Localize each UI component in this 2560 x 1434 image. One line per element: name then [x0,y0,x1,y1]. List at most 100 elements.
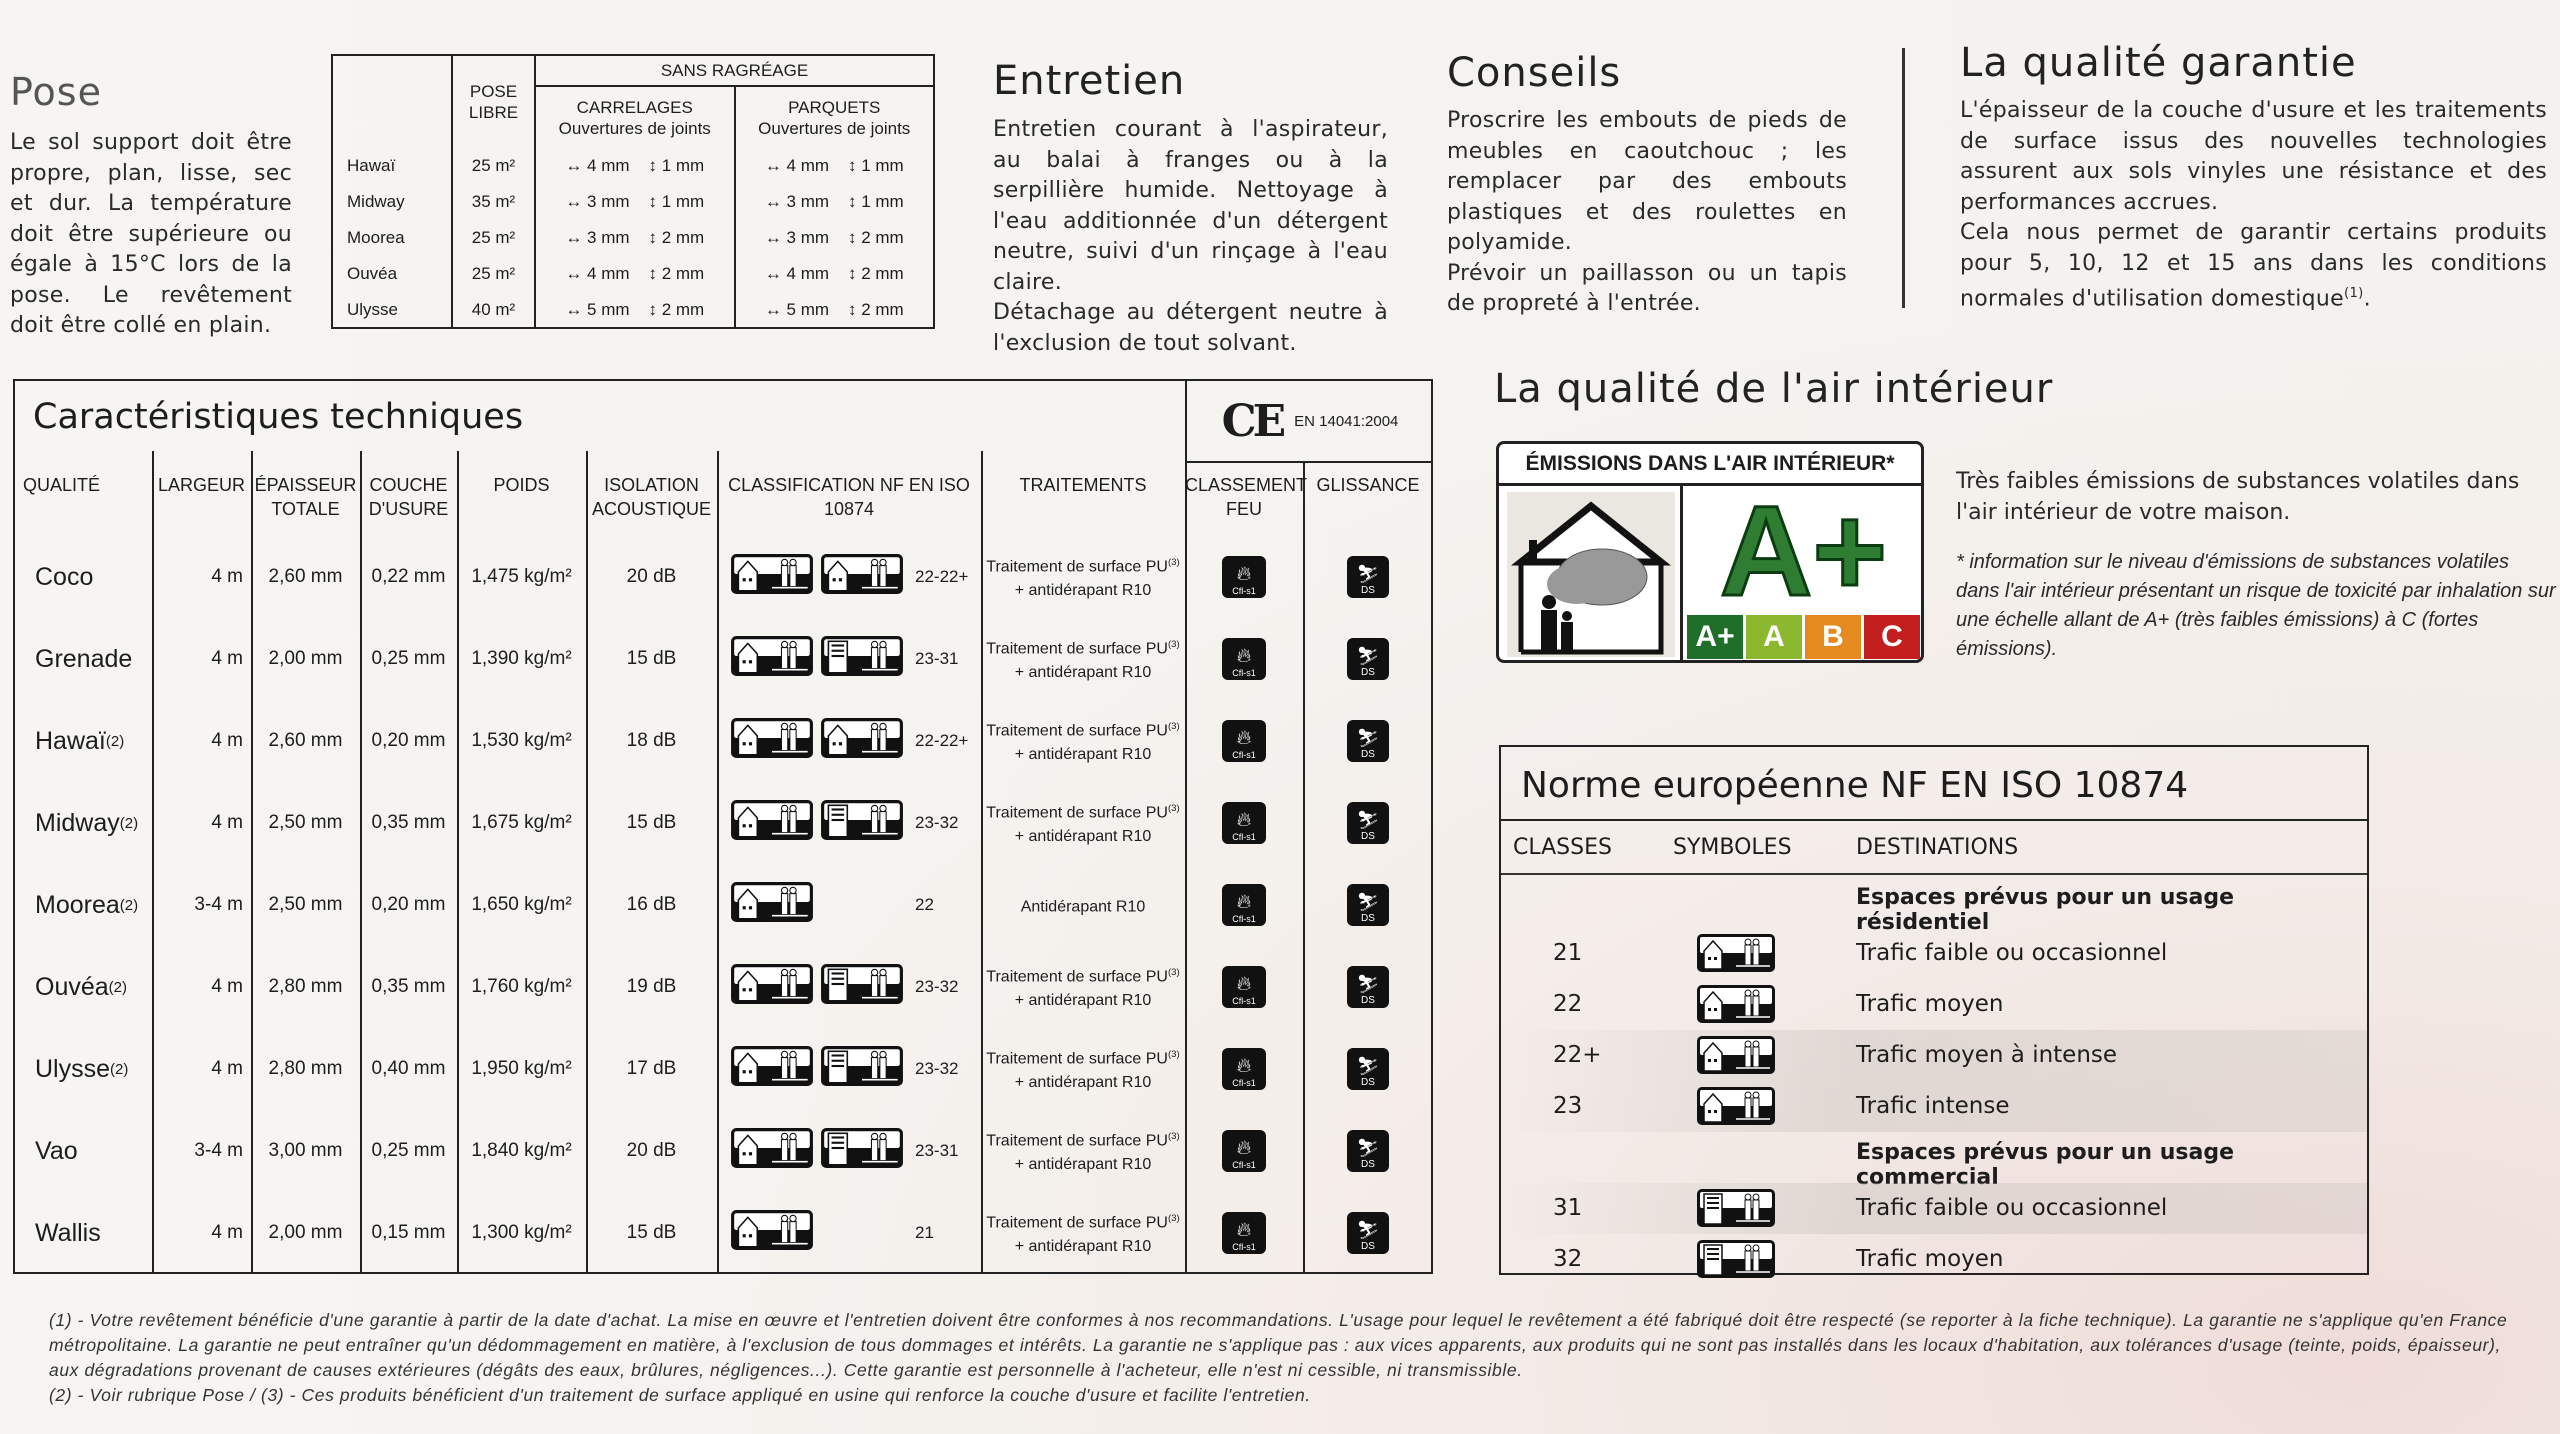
fire-rating-icon: 🔥︎ Cfl-s1 [1222,966,1266,1008]
pose-libre-header: POSE LIBRE [451,55,535,148]
column-header: LARGEUR [157,475,246,495]
vertical-arrow-icon: ↕ [847,299,857,319]
norme-section: Espaces prévus pour un usage résidentiel [1856,885,2234,935]
technical-characteristics-table: Caractéristiques techniques CE EN 14041:2… [13,379,1433,1274]
pose-table-row: Hawaï 25 m² ↔ 4 mm ↕ 1 mm ↔ 4 mm ↕ 1 mm [331,148,934,184]
air-emission-label: ÉMISSIONS DANS L'AIR INTÉRIEUR* A+ A+ A B C [1496,441,1924,663]
vertical-arrow-icon: ↕ [648,264,657,283]
air-heading: La qualité de l'air intérieur [1494,366,2054,412]
pose-table: POSE LIBRE SANS RAGRÉAGE CARRELAGES Ouver… [331,54,935,329]
residential-traffic-icon [1693,1035,1779,1081]
horizontal-arrow-icon: ↔ [565,192,583,211]
table-row: Hawaï (2) 4 m 2,60 mm 0,20 mm 1,530 kg/m² 18 d… [15,700,1431,782]
column-header: TRAITEMENTS [1019,475,1147,495]
fire-rating-icon: 🔥︎ Cfl-s1 [1222,720,1266,762]
column-header: GLISSANCE [1316,475,1420,495]
residential-traffic-icon [729,1045,815,1093]
column-divider [586,451,588,1272]
commercial-traffic-icon [1693,1239,1779,1285]
pose-table-row: Ouvéa 25 m² ↔ 4 mm ↕ 2 mm ↔ 4 mm ↕ 2 mm [331,256,934,292]
column-header: POIDS [493,475,550,495]
column-header: COUCHE D'USURE [368,475,449,519]
emission-class-3: C [1864,615,1920,659]
entretien-text: Entretien courant à l'aspirateur, au bal… [993,117,1388,356]
horizontal-arrow-icon: ↔ [565,264,583,283]
emission-class-2: B [1805,615,1861,659]
sans-ragreage-header: SANS RAGRÉAGE [534,55,934,87]
carrelages-header: CARRELAGES Ouvertures de joints [534,86,735,148]
horizontal-arrow-icon: ↔ [764,299,782,319]
residential-traffic-icon [1693,984,1779,1030]
slip-resistance-icon: ⛷︎ DS [1347,556,1389,598]
horizontal-arrow-icon: ↔ [565,228,583,247]
commercial-traffic-icon [819,963,905,1011]
horizontal-arrow-icon: ↔ [764,156,782,175]
norme-row: 32 Trafic moyen [1501,1234,2367,1285]
residential-traffic-icon [729,1127,815,1175]
air-text: Très faibles émissions de substances vol… [1956,469,2520,525]
pose-table-row: Midway 35 m² ↔ 3 mm ↕ 1 mm ↔ 3 mm ↕ 1 mm [331,184,934,220]
vertical-arrow-icon: ↕ [847,228,857,247]
commercial-traffic-icon [1693,1188,1779,1234]
slip-resistance-icon: ⛷︎ DS [1347,1048,1389,1090]
ce-certification: CE EN 14041:2004 [1185,381,1433,463]
table-row: Ouvéa (2) 4 m 2,80 mm 0,35 mm 1,760 kg/m² 19 d… [15,946,1431,1028]
residential-traffic-icon [819,717,905,765]
table-row: Moorea (2) 3-4 m 2,50 mm 0,20 mm 1,650 kg/m² 1… [15,864,1431,946]
slip-resistance-icon: ⛷︎ DS [1347,638,1389,680]
norme-row: 22 Trafic moyen [1501,979,2367,1030]
column-divider [360,451,362,1272]
column-header: CLASSIFICATION NF EN ISO 10874 [728,475,970,519]
column-divider [251,451,253,1272]
vertical-arrow-icon: ↕ [847,264,857,283]
horizontal-arrow-icon: ↔ [764,264,782,283]
norme-row: 31 Trafic faible ou occasionnel [1501,1183,2367,1234]
tech-title: Caractéristiques techniques [33,397,524,437]
air-grade: A+ [1718,479,1888,625]
pose-table-row: Ulysse 40 m² ↔ 5 mm ↕ 2 mm ↔ 5 mm ↕ 2 mm [331,292,934,328]
house-cloud-icon [1507,492,1675,657]
pose-table-row: Moorea 25 m² ↔ 3 mm ↕ 2 mm ↔ 3 mm ↕ 2 mm [331,220,934,256]
column-divider [981,451,983,1272]
residential-traffic-icon [729,881,815,929]
column-divider [457,451,459,1272]
header-classes: CLASSES [1513,835,1612,860]
footnotes: (1) - Votre revêtement bénéficie d'une g… [49,1310,2508,1405]
horizontal-arrow-icon: ↔ [764,192,782,211]
table-row: Midway (2) 4 m 2,50 mm 0,35 mm 1,675 kg/m² 15 … [15,782,1431,864]
header-symboles: SYMBOLES [1673,835,1792,860]
table-row: Coco 4 m 2,60 mm 0,22 mm 1,475 kg/m² 20 dB 22-… [15,536,1431,618]
conseils-heading: Conseils [1447,50,1622,96]
fire-rating-icon: 🔥︎ Cfl-s1 [1222,556,1266,598]
norme-title: Norme européenne NF EN ISO 10874 [1521,765,2189,806]
commercial-traffic-icon [819,1127,905,1175]
residential-traffic-icon [729,717,815,765]
fire-rating-icon: 🔥︎ Cfl-s1 [1222,884,1266,926]
residential-traffic-icon [729,799,815,847]
conseils-text: Proscrire les embouts de pieds de meuble… [1447,108,1847,316]
table-row: Grenade 4 m 2,00 mm 0,25 mm 1,390 kg/m² 15 dB… [15,618,1431,700]
commercial-traffic-icon [819,635,905,683]
residential-traffic-icon [729,635,815,683]
column-divider [152,451,154,1272]
column-header: CLASSEMENT FEU [1185,475,1308,519]
divider [1902,48,1905,308]
commercial-traffic-icon [819,799,905,847]
vertical-arrow-icon: ↕ [648,156,657,175]
column-divider [717,451,719,1272]
pose-heading: Pose [10,70,102,114]
slip-resistance-icon: ⛷︎ DS [1347,884,1389,926]
slip-resistance-icon: ⛷︎ DS [1347,802,1389,844]
fire-rating-icon: 🔥︎ Cfl-s1 [1222,638,1266,680]
residential-traffic-icon [1693,1086,1779,1132]
parquets-header: PARQUETS Ouvertures de joints [733,86,934,148]
vertical-arrow-icon: ↕ [648,299,657,319]
column-header: ISOLATION ACOUSTIQUE [591,475,711,519]
pose-text: Le sol support doit être propre, plan, l… [10,130,292,338]
residential-traffic-icon [729,553,815,601]
residential-traffic-icon [819,553,905,601]
norme-section: Espaces prévus pour un usage commercial [1856,1140,2234,1190]
header-destinations: DESTINATIONS [1856,835,2019,860]
slip-resistance-icon: ⛷︎ DS [1347,966,1389,1008]
norme-row: 22+ Trafic moyen à intense [1501,1030,2367,1081]
